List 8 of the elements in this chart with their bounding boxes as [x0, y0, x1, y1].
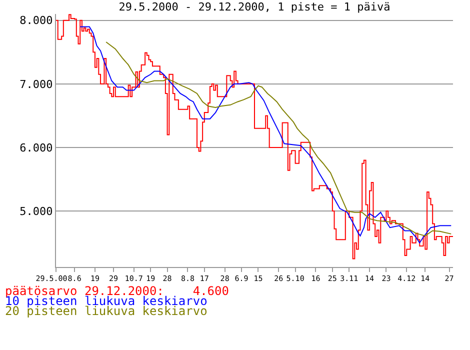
text: 20 pisteen liukuva keskiarvo — [5, 304, 208, 318]
y-tick-label: 5.000 — [20, 204, 53, 218]
chart-title: 29.5.2000 - 29.12.2000, 1 piste = 1 päivä — [118, 0, 390, 14]
line-series — [80, 26, 452, 244]
y-tick-label: 6.000 — [20, 141, 53, 154]
y-tick-label: 7.000 — [20, 78, 53, 91]
y-tick-label: 8.000 — [20, 14, 53, 28]
line-series — [106, 41, 452, 236]
